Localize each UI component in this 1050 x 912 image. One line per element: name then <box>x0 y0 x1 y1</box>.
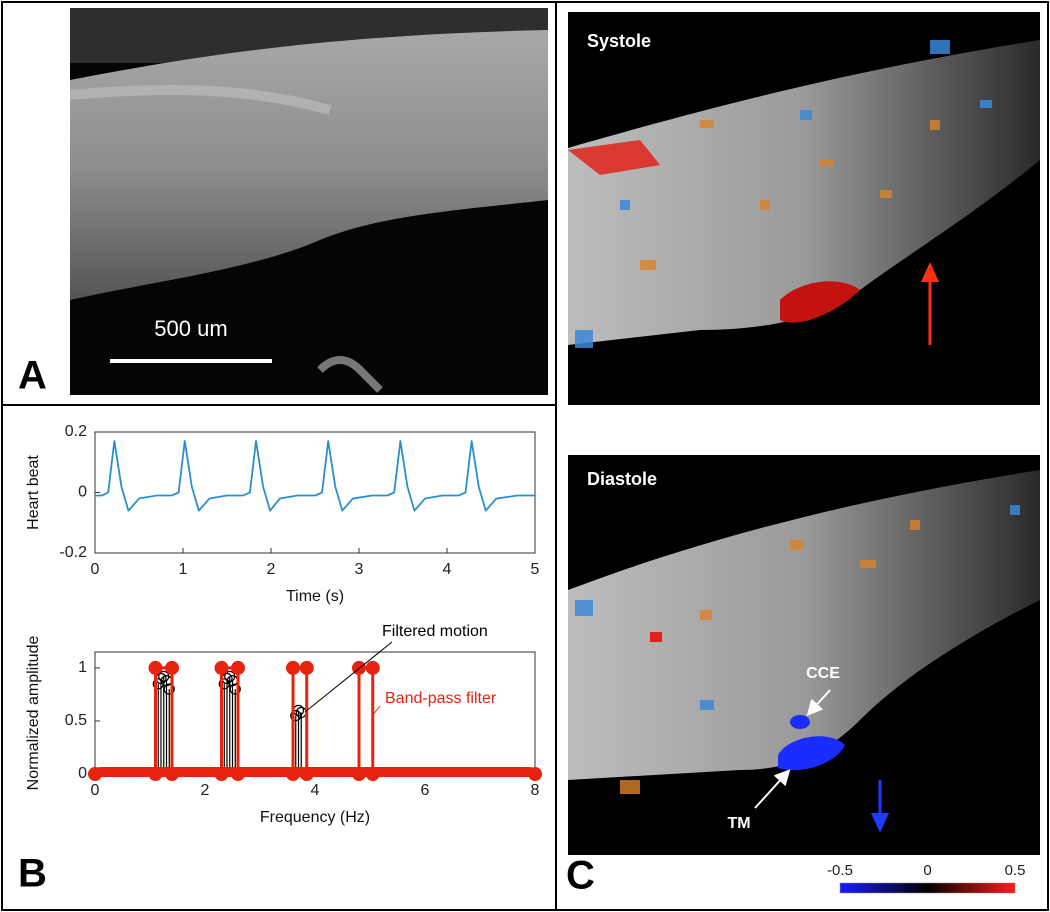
axes-box <box>94 431 536 554</box>
annotation: Filtered motion <box>382 623 488 640</box>
oct-image <box>69 8 548 395</box>
x-axis-label: Time (s) <box>286 588 344 605</box>
stem-marker <box>229 683 241 695</box>
x-tick-label: 0 <box>91 561 100 578</box>
leader <box>371 705 381 717</box>
filter-marker <box>148 660 163 675</box>
annotation: CCE <box>806 665 840 682</box>
stem-marker <box>163 683 175 695</box>
doppler-image <box>568 12 1040 405</box>
panel-label: B <box>18 852 47 896</box>
y-tick-label: 1 <box>78 659 87 676</box>
x-tick-label: 6 <box>421 782 430 799</box>
leader <box>304 641 393 713</box>
y-tick-label: 0 <box>78 484 87 501</box>
x-tick-label: 4 <box>443 561 452 578</box>
filter-baseline <box>95 767 535 777</box>
filter-marker <box>299 660 314 675</box>
x-tick-label: 8 <box>531 782 540 799</box>
y-tick-label: 0.5 <box>65 712 87 729</box>
colorbar-tick-label: 0.5 <box>1005 862 1026 879</box>
image-title: Systole <box>587 31 651 51</box>
y-tick-label: -0.2 <box>59 544 87 561</box>
filter-marker <box>165 660 179 675</box>
colorbar-tick-label: 0 <box>923 862 931 879</box>
x-axis-label: Frequency (Hz) <box>260 809 370 826</box>
colorbar-tick-label: -0.5 <box>827 862 853 879</box>
filter-marker <box>231 660 245 675</box>
x-tick-label: 2 <box>267 561 276 578</box>
colorbar <box>839 882 1016 894</box>
y-axis-label: Heart beat <box>25 455 42 530</box>
doppler-image <box>568 455 1040 855</box>
annotation: Band-pass filter <box>385 690 497 707</box>
image-title: Diastole <box>587 469 657 489</box>
x-tick-label: 0 <box>91 782 100 799</box>
panel-label: A <box>18 354 47 398</box>
x-tick-label: 2 <box>201 782 210 799</box>
filter-marker <box>214 660 229 675</box>
filter-marker <box>286 660 300 675</box>
data-line <box>95 440 535 512</box>
x-tick-label: 4 <box>311 782 320 799</box>
panel-label: C <box>566 854 595 898</box>
x-tick-label: 5 <box>531 561 540 578</box>
y-tick-label: 0 <box>78 765 87 782</box>
scale-bar-label: 500 um <box>154 316 227 341</box>
x-tick-label: 1 <box>179 561 188 578</box>
y-tick-label: 0.2 <box>65 423 87 440</box>
y-axis-label: Normalized amplitude <box>25 636 42 791</box>
annotation: TM <box>727 815 750 832</box>
x-tick-label: 3 <box>355 561 364 578</box>
filter-marker <box>365 660 380 675</box>
